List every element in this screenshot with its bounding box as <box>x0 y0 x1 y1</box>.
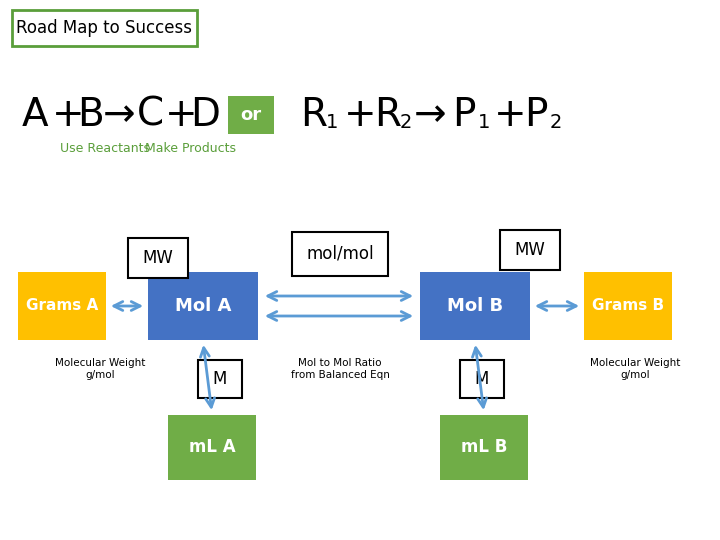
Text: Molecular Weight
g/mol: Molecular Weight g/mol <box>55 358 145 380</box>
Text: M: M <box>474 370 489 388</box>
Text: Mol B: Mol B <box>447 297 503 315</box>
Bar <box>500 230 560 270</box>
Text: R: R <box>300 96 327 134</box>
Text: →: → <box>103 96 135 134</box>
Text: mL B: mL B <box>461 438 507 456</box>
Text: 1: 1 <box>478 113 490 132</box>
Text: Road Map to Success: Road Map to Success <box>16 19 192 37</box>
Text: Mol A: Mol A <box>175 297 231 315</box>
Text: +: + <box>52 96 85 134</box>
Text: Grams A: Grams A <box>26 299 98 314</box>
Bar <box>128 238 188 278</box>
Text: P: P <box>524 96 547 134</box>
Text: MW: MW <box>515 241 546 259</box>
Bar <box>584 272 672 340</box>
Bar <box>12 10 197 46</box>
Text: 1: 1 <box>326 113 338 132</box>
Bar <box>440 415 528 480</box>
Bar <box>18 272 106 340</box>
Text: B: B <box>77 96 104 134</box>
Text: mL A: mL A <box>189 438 235 456</box>
Bar <box>148 272 258 340</box>
Bar <box>228 96 274 134</box>
Text: Make Products: Make Products <box>145 141 236 154</box>
Bar <box>420 272 530 340</box>
Bar <box>168 415 256 480</box>
Text: +: + <box>344 96 377 134</box>
Text: →: → <box>414 96 446 134</box>
Bar <box>198 360 242 398</box>
Text: or: or <box>240 106 261 124</box>
Text: Use Reactants: Use Reactants <box>60 141 150 154</box>
Text: mol/mol: mol/mol <box>306 245 374 263</box>
Text: 2: 2 <box>400 113 413 132</box>
Text: +: + <box>165 96 197 134</box>
Text: 2: 2 <box>550 113 562 132</box>
Text: Mol to Mol Ratio
from Balanced Eqn: Mol to Mol Ratio from Balanced Eqn <box>291 358 390 380</box>
Text: Molecular Weight
g/mol: Molecular Weight g/mol <box>590 358 680 380</box>
Text: MW: MW <box>143 249 174 267</box>
Text: +: + <box>494 96 526 134</box>
Text: Grams B: Grams B <box>592 299 664 314</box>
Bar <box>292 232 388 276</box>
Text: P: P <box>452 96 475 134</box>
Text: D: D <box>190 96 220 134</box>
Text: M: M <box>213 370 228 388</box>
Text: C: C <box>137 96 164 134</box>
Bar <box>460 360 504 398</box>
Text: R: R <box>374 96 401 134</box>
Text: A: A <box>22 96 49 134</box>
